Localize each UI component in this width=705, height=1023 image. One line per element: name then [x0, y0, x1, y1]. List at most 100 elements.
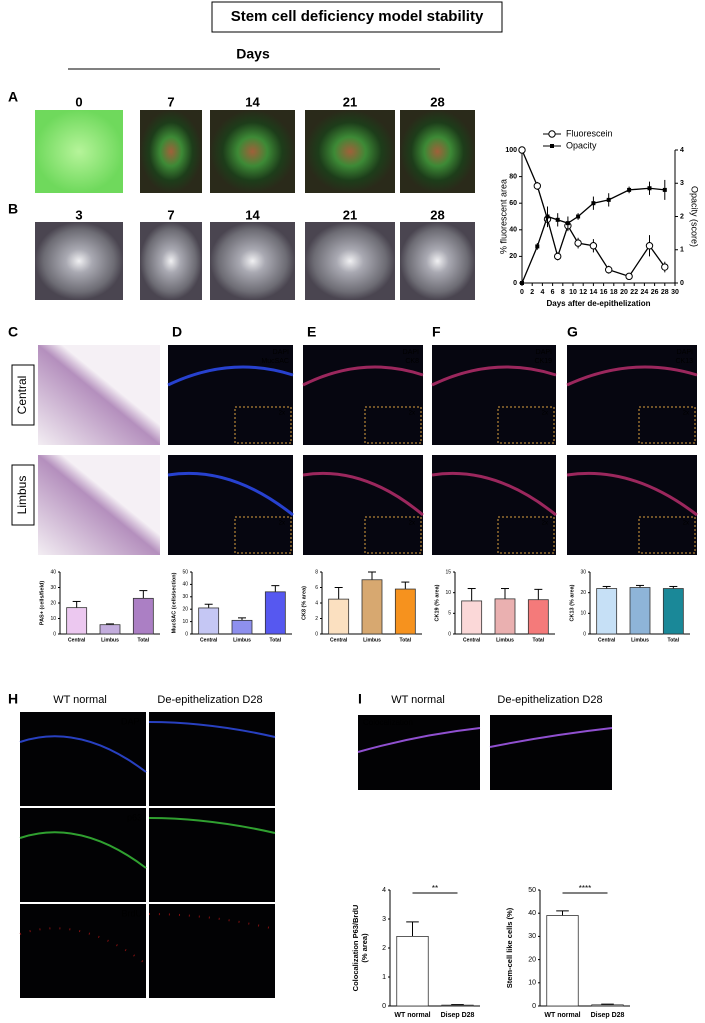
x-tick-label: Total — [270, 637, 282, 643]
bar — [361, 579, 383, 635]
bar — [394, 588, 416, 635]
point — [606, 197, 611, 202]
column-label: WT normal — [53, 694, 107, 706]
stain-label: CK19 — [534, 358, 552, 365]
significance-label: ** — [432, 884, 438, 893]
day-label: 7 — [167, 207, 174, 222]
day-label: 21 — [343, 207, 357, 222]
point — [661, 263, 669, 271]
x-tick-label: 2 — [530, 289, 534, 296]
stain-label: DAPI — [403, 349, 419, 356]
point — [554, 252, 562, 261]
title-box — [211, 1, 503, 33]
point — [576, 214, 581, 219]
micrograph — [35, 222, 123, 300]
inset-label: 2x — [279, 411, 285, 417]
micrograph — [400, 222, 475, 300]
channel-label: BrdU — [121, 908, 142, 918]
point — [589, 242, 598, 250]
channel-label: p63 — [127, 812, 142, 822]
micrograph — [305, 110, 395, 193]
x-tick-label: WT normal — [394, 1012, 430, 1019]
inset-label: 2x — [542, 521, 548, 527]
x-tick-label: Total — [138, 637, 150, 643]
x-tick-label: Limbus — [631, 637, 649, 643]
y-tick-label: 30 — [580, 569, 586, 575]
micrograph — [168, 455, 293, 555]
x-tick-label: 6 — [551, 289, 555, 296]
y-tick-label: 40 — [509, 227, 517, 234]
significance-label: **** — [579, 884, 591, 893]
micrograph — [149, 904, 275, 998]
column-label: WT normal — [391, 694, 445, 706]
tissue-layer — [167, 365, 294, 387]
x-tick-label: Disep D28 — [441, 1012, 475, 1019]
channel-label: Colocalization — [363, 718, 413, 727]
y-tick-label: 20 — [50, 600, 56, 606]
x-tick-label: 8 — [561, 289, 565, 296]
x-tick-label: 18 — [610, 289, 618, 296]
region-box — [11, 364, 35, 426]
y-tick-label: 6 — [315, 585, 318, 591]
x-tick-label: 0 — [520, 289, 524, 296]
day-label: 7 — [167, 94, 174, 109]
x-tick-label: 26 — [651, 289, 659, 296]
y-tick-label: 10 — [50, 616, 56, 622]
stain-label: CK13 — [675, 358, 693, 365]
panel-letter: F — [432, 324, 441, 340]
series-line — [521, 149, 666, 278]
y-tick-label: 20 — [528, 956, 536, 963]
y-tick-label: 10 — [445, 590, 451, 596]
point — [625, 272, 633, 281]
y-tick-label: 5 — [448, 611, 451, 617]
tissue-layer — [566, 471, 698, 517]
y-axis-label: CK13 (% area) — [569, 584, 575, 621]
point — [647, 186, 652, 191]
y-tick-label: 50 — [528, 887, 536, 894]
micrograph — [38, 455, 160, 555]
y-tick-label: 100 — [505, 147, 517, 154]
inset-label: 2x — [409, 411, 415, 417]
y-tick-label: 0 — [513, 280, 517, 287]
panel-letter: H — [8, 691, 18, 707]
x-tick-label: Central — [200, 637, 218, 643]
y-axis-label: PAS+ (cells/field) — [39, 581, 45, 626]
tissue-layer — [431, 365, 557, 387]
y2-axis-label: Opacity (score) — [690, 186, 700, 247]
tissue-layer — [357, 727, 481, 753]
legend-marker — [550, 144, 554, 148]
channel-label: DAPI — [121, 716, 142, 726]
y2-tick-label: 2 — [680, 213, 684, 220]
y-tick-label: 8 — [315, 569, 318, 575]
inset-label: 2x — [409, 521, 415, 527]
y-tick-label: 20 — [182, 607, 188, 613]
inset-box — [364, 406, 422, 444]
y-tick-label: 20 — [580, 590, 586, 596]
x-tick-label: Limbus — [496, 637, 514, 643]
micrograph — [38, 345, 160, 445]
micrograph — [20, 712, 146, 806]
micrograph — [149, 712, 275, 806]
y-axis-label: % fluorescent area — [498, 179, 508, 254]
micrograph — [149, 808, 275, 902]
y-tick-label: 40 — [182, 582, 188, 588]
y-axis-label: (% area) — [360, 933, 369, 963]
days-label: Days — [236, 46, 270, 62]
micrograph — [20, 904, 146, 998]
micrograph — [358, 715, 480, 790]
point — [555, 217, 560, 222]
y2-tick-label: 0 — [680, 280, 684, 287]
micrograph — [210, 222, 295, 300]
panel-letter: D — [172, 324, 182, 340]
y-tick-label: 0 — [382, 1003, 386, 1010]
bar — [591, 1004, 624, 1007]
x-tick-label: 4 — [540, 289, 544, 296]
inset-label: 2x — [683, 521, 689, 527]
x-tick-label: 24 — [641, 289, 649, 296]
y-tick-label: 4 — [315, 600, 318, 606]
y-tick-label: 0 — [583, 631, 586, 637]
bar — [494, 598, 516, 635]
inset-box — [497, 406, 555, 444]
panel-letter: G — [567, 324, 578, 340]
bar — [596, 588, 618, 635]
